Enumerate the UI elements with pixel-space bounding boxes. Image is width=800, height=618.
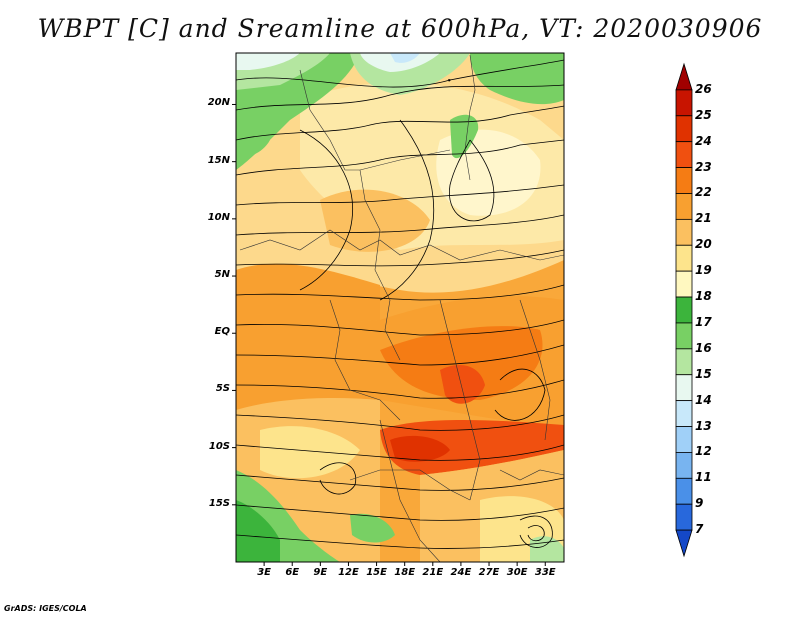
lat-tick-label: 15N [207,154,230,166]
colorbar [675,62,693,558]
colorbar-box [675,193,693,220]
colorbar-box [675,244,693,272]
colorbar-label: 9 [695,496,704,511]
colorbar-label: 20 [695,237,712,252]
colorbar-box [675,374,693,402]
colorbar-label: 14 [695,392,712,407]
axis-ticks [232,103,546,566]
colorbar-box [675,115,693,143]
lon-tick-label: 24E [450,567,472,578]
lon-tick-label: 33E [534,567,556,578]
colorbar-box [675,426,693,453]
colorbar-label: 11 [695,470,712,485]
lat-tick-label: 10N [207,211,230,223]
colorbar-box [675,89,693,117]
colorbar-box [675,141,693,168]
colorbar-box [675,348,693,376]
lon-tick-label: 18E [394,567,416,578]
colorbar-box [675,296,693,324]
map-title: WBPT [C] and Sreamline at 600hPa, VT: 20… [37,14,763,43]
grads-credit: GrADS: IGES/COLA [4,604,87,613]
colorbar-label: 19 [695,263,712,278]
colorbar-box [675,167,693,194]
country-borders [239,54,564,562]
colorbar-label: 12 [695,444,712,459]
colorbar-top-triangle [675,62,693,91]
colorbar-label: 22 [695,185,712,200]
streamlines [236,59,564,549]
lat-tick-label: EQ [214,326,230,338]
colorbar-label: 16 [695,340,712,355]
colorbar-label: 26 [695,81,712,96]
wbpt-shading [236,53,564,562]
lon-tick-label: 12E [338,567,359,578]
lon-tick-label: 21E [422,567,444,578]
lat-tick-label: 10S [208,440,230,452]
map-frame [235,52,565,563]
colorbar-label: 7 [695,522,704,537]
colorbar-label: 13 [695,418,712,433]
colorbar-box [675,218,693,246]
colorbar-box [675,452,693,479]
lon-tick-label: 15E [366,567,387,578]
colorbar-box [675,270,693,298]
lat-tick-label: 5S [215,383,230,395]
colorbar-box [675,503,693,531]
lon-tick-label: 6E [285,567,300,578]
colorbar-label: 21 [695,211,712,226]
colorbar-box [675,400,693,427]
lat-tick-label: 5N [214,269,230,281]
lon-tick-label: 9E [313,567,328,578]
lat-tick-label: 20N [207,97,230,109]
lon-tick-label: 30E [506,567,528,578]
colorbar-box [675,322,693,350]
colorbar-label: 18 [695,289,712,304]
colorbar-label: 25 [695,107,712,122]
colorbar-label: 24 [695,133,712,148]
lon-tick-label: 27E [478,567,500,578]
colorbar-label: 17 [695,314,712,329]
colorbar-box [675,477,693,505]
colorbar-label: 23 [695,159,712,174]
colorbar-label: 15 [695,366,712,381]
lat-tick-label: 15S [208,497,230,509]
colorbar-bottom-triangle [675,529,693,558]
lon-tick-label: 3E [257,567,271,578]
